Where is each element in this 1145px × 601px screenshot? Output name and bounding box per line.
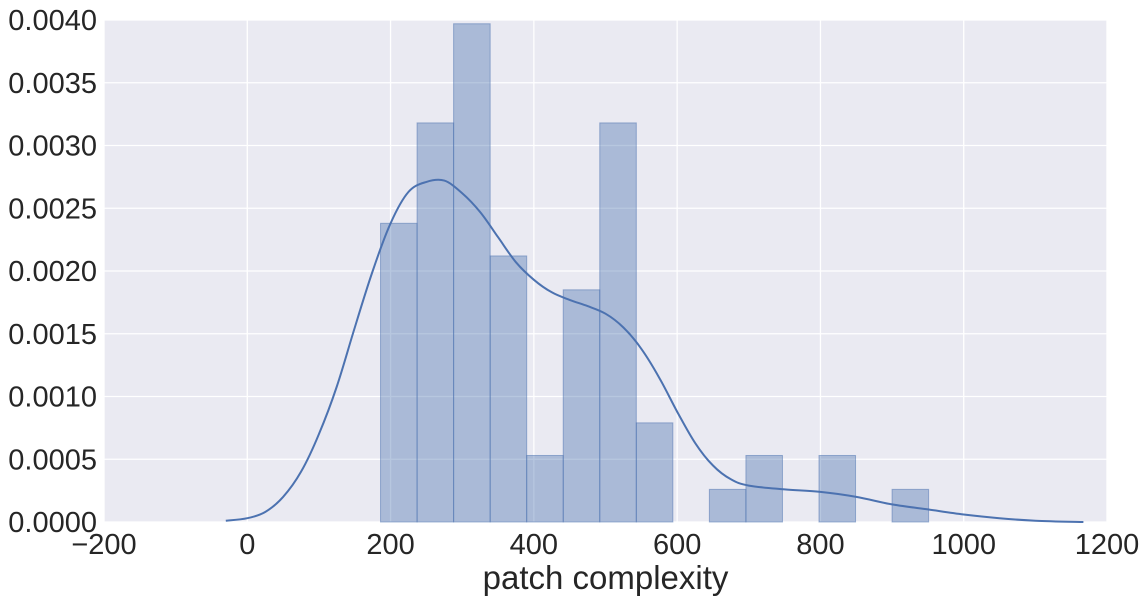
histogram-bars bbox=[380, 23, 930, 523]
x-axis-label: patch complexity bbox=[483, 559, 729, 596]
y-axis-ticks: 0.0000 0.0005 0.0010 0.0015 0.0020 0.0025 0.00… bbox=[8, 5, 97, 539]
histogram-bar bbox=[708, 488, 747, 523]
x-tick-label: −200 bbox=[71, 529, 136, 561]
x-tick-label: 400 bbox=[510, 529, 558, 561]
y-tick-label: 0.0005 bbox=[8, 444, 97, 476]
histogram-bar bbox=[635, 422, 674, 523]
histogram-bar bbox=[380, 222, 418, 523]
y-tick-label: 0.0025 bbox=[8, 193, 97, 225]
histogram-bar bbox=[526, 454, 564, 523]
x-tick-label: 200 bbox=[366, 529, 414, 561]
y-tick-label: 0.0030 bbox=[8, 131, 97, 163]
y-tick-label: 0.0015 bbox=[8, 319, 97, 351]
histogram-bar bbox=[489, 255, 528, 523]
x-tick-label: 1200 bbox=[1075, 529, 1140, 561]
y-tick-label: 0.0000 bbox=[8, 507, 97, 539]
x-axis-ticks: −200 0 200 400 600 800 1000 1200 bbox=[71, 529, 1139, 561]
grid bbox=[103, 19, 1108, 523]
histogram-bar bbox=[416, 122, 455, 523]
x-tick-label: 800 bbox=[796, 529, 844, 561]
x-tick-label: 1000 bbox=[931, 529, 996, 561]
y-tick-label: 0.0040 bbox=[8, 5, 97, 37]
x-tick-label: 0 bbox=[239, 529, 255, 561]
y-tick-label: 0.0010 bbox=[8, 382, 97, 414]
histogram-bar bbox=[562, 289, 601, 523]
histogram-bar bbox=[453, 23, 491, 523]
y-tick-label: 0.0035 bbox=[8, 68, 97, 100]
x-tick-label: 600 bbox=[653, 529, 701, 561]
histogram-bar bbox=[818, 454, 857, 523]
y-tick-label: 0.0020 bbox=[8, 256, 97, 288]
kde-line bbox=[225, 178, 1084, 523]
